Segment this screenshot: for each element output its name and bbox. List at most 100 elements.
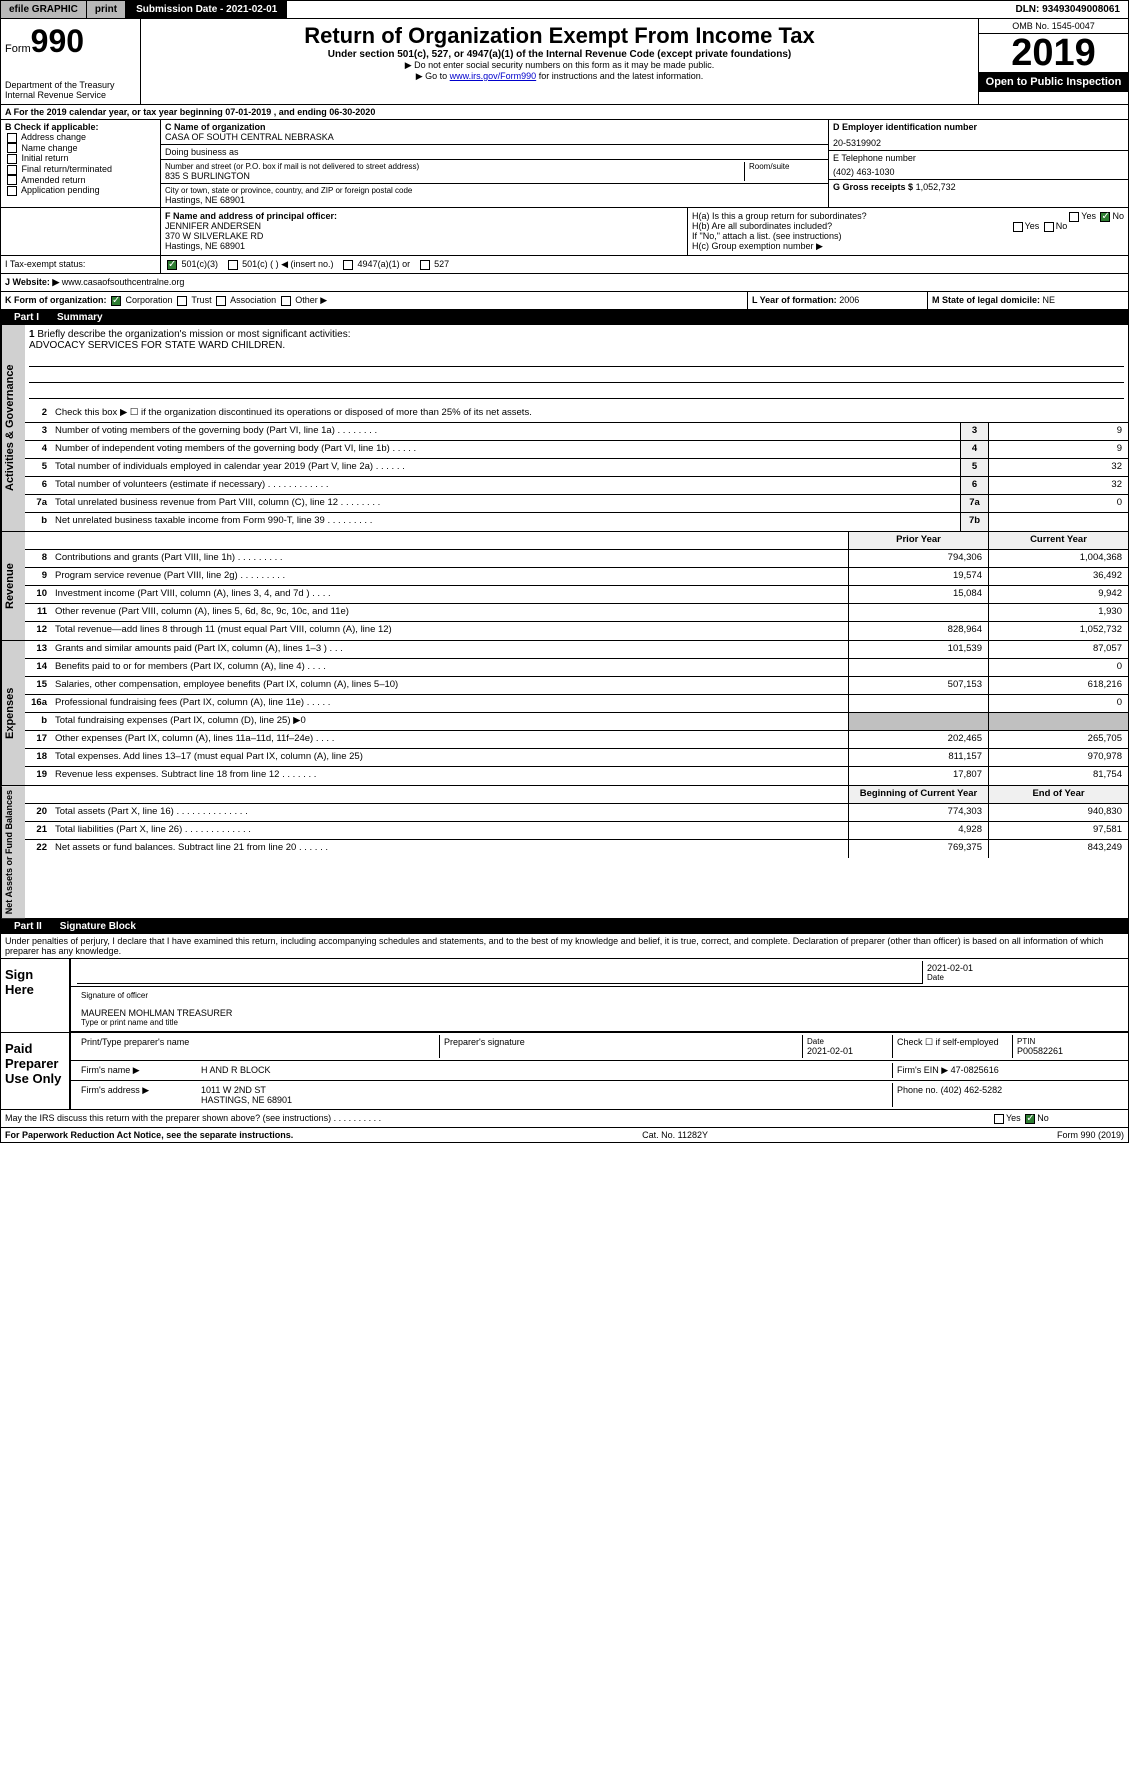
chk-final[interactable]: Final return/terminated: [5, 164, 156, 175]
side-rev: Revenue: [1, 532, 25, 640]
part2-label: Part II: [6, 921, 50, 932]
city-label: City or town, state or province, country…: [165, 186, 824, 195]
chk-501c[interactable]: [228, 260, 238, 270]
part1-header: Part I Summary: [0, 310, 1129, 325]
tax-year: 2019: [979, 34, 1128, 72]
check-self[interactable]: Check ☐ if self-employed: [892, 1035, 1012, 1058]
table-row: 16aProfessional fundraising fees (Part I…: [25, 695, 1128, 713]
ha-no[interactable]: No: [1112, 211, 1124, 221]
form-990-label: Form990: [5, 23, 136, 60]
submission-date: Submission Date - 2021-02-01: [126, 1, 287, 18]
chk-amended[interactable]: Amended return: [5, 175, 156, 186]
firm-name-label: Firm's name ▶: [77, 1063, 197, 1078]
chk-corp[interactable]: [111, 296, 121, 306]
addr-value: 835 S BURLINGTON: [165, 171, 744, 181]
hb-no[interactable]: No: [1056, 221, 1068, 231]
dba-label: Doing business as: [165, 147, 824, 157]
chk-4947[interactable]: [343, 260, 353, 270]
website-value: www.casaofsouthcentralne.org: [62, 277, 185, 287]
print-button[interactable]: print: [87, 1, 126, 18]
section-f-h: F Name and address of principal officer:…: [0, 208, 1129, 256]
chk-initial[interactable]: Initial return: [5, 153, 156, 164]
year-formation-value: 2006: [839, 295, 859, 305]
table-row: 12Total revenue—add lines 8 through 11 (…: [25, 622, 1128, 640]
officer-addr2: Hastings, NE 68901: [165, 241, 683, 251]
firm-ein: 47-0825616: [951, 1065, 999, 1075]
mission-label: Briefly describe the organization's miss…: [37, 329, 350, 340]
room-label: Room/suite: [749, 162, 824, 171]
discuss-text: May the IRS discuss this return with the…: [1, 1110, 988, 1127]
prep-name-label: Print/Type preparer's name: [77, 1035, 439, 1058]
section-d-e-g: D Employer identification number 20-5319…: [828, 120, 1128, 207]
hc-row: H(c) Group exemption number ▶: [692, 241, 1124, 252]
city-value: Hastings, NE 68901: [165, 195, 824, 205]
section-a: A For the 2019 calendar year, or tax yea…: [0, 105, 1129, 120]
chk-other[interactable]: [281, 296, 291, 306]
table-row: bNet unrelated business taxable income f…: [25, 513, 1128, 531]
paperwork-notice: For Paperwork Reduction Act Notice, see …: [5, 1130, 293, 1140]
chk-501c3[interactable]: [167, 260, 177, 270]
officer-sig-name: MAUREEN MOHLMAN TREASURER: [81, 1008, 1118, 1018]
chk-pending[interactable]: Application pending: [5, 185, 156, 196]
section-b-title: B Check if applicable:: [5, 122, 156, 132]
form-subtitle: Under section 501(c), 527, or 4947(a)(1)…: [145, 49, 974, 60]
ein-value: 20-5319902: [833, 138, 1124, 148]
table-row: 5Total number of individuals employed in…: [25, 459, 1128, 477]
table-row: 22Net assets or fund balances. Subtract …: [25, 840, 1128, 858]
firm-addr1: 1011 W 2ND ST: [201, 1085, 888, 1095]
net-assets-section: Net Assets or Fund Balances Beginning of…: [0, 786, 1129, 919]
form-org-label: K Form of organization:: [5, 295, 107, 305]
ein-label: D Employer identification number: [833, 122, 1124, 132]
expenses-section: Expenses 13Grants and similar amounts pa…: [0, 641, 1129, 786]
officer-label: F Name and address of principal officer:: [165, 211, 683, 221]
table-row: bTotal fundraising expenses (Part IX, co…: [25, 713, 1128, 731]
chk-assoc[interactable]: [216, 296, 226, 306]
chk-trust[interactable]: [177, 296, 187, 306]
ha-yes[interactable]: Yes: [1081, 211, 1096, 221]
tax-exempt-label: I Tax-exempt status:: [1, 256, 161, 273]
irs-label: Internal Revenue Service: [5, 90, 136, 100]
firm-name: H AND R BLOCK: [197, 1063, 892, 1078]
ptin-value: P00582261: [1017, 1046, 1118, 1056]
form-footer: Form 990 (2019): [1057, 1130, 1124, 1140]
dln: DLN: 93493049008061: [1007, 1, 1128, 18]
hb-note: If "No," attach a list. (see instruction…: [692, 231, 1124, 241]
table-row: 3Number of voting members of the governi…: [25, 423, 1128, 441]
col-prior: Prior Year: [848, 532, 988, 549]
note2-pre: ▶ Go to: [416, 71, 450, 81]
mission-value: ADVOCACY SERVICES FOR STATE WARD CHILDRE…: [29, 340, 1124, 351]
org-name-value: CASA OF SOUTH CENTRAL NEBRASKA: [165, 132, 824, 142]
efile-button[interactable]: efile GRAPHIC: [1, 1, 87, 18]
open-public-badge: Open to Public Inspection: [979, 72, 1128, 92]
table-row: 21Total liabilities (Part X, line 26) . …: [25, 822, 1128, 840]
gross-label: G Gross receipts $: [833, 182, 913, 192]
section-b: B Check if applicable: Address change Na…: [1, 120, 161, 207]
top-bar: efile GRAPHIC print Submission Date - 20…: [0, 0, 1129, 19]
firm-addr2: HASTINGS, NE 68901: [201, 1095, 888, 1105]
table-row: 7aTotal unrelated business revenue from …: [25, 495, 1128, 513]
chk-address[interactable]: Address change: [5, 132, 156, 143]
section-klm: K Form of organization: Corporation Trus…: [0, 292, 1129, 310]
sig-officer-label: Signature of officer: [81, 991, 1118, 1000]
phone-value: (402) 463-1030: [833, 167, 1124, 177]
prep-date: 2021-02-01: [807, 1046, 888, 1056]
irs-link[interactable]: www.irs.gov/Form990: [450, 71, 537, 81]
firm-addr-label: Firm's address ▶: [77, 1083, 197, 1107]
hb-yes[interactable]: Yes: [1025, 221, 1040, 231]
discuss-row: May the IRS discuss this return with the…: [0, 1110, 1129, 1128]
year-formation-label: L Year of formation:: [752, 295, 837, 305]
side-net: Net Assets or Fund Balances: [1, 786, 25, 918]
sign-here-block: Sign Here 2021-02-01Date Signature of of…: [0, 959, 1129, 1033]
table-row: 11Other revenue (Part VIII, column (A), …: [25, 604, 1128, 622]
discuss-yes[interactable]: [994, 1114, 1004, 1124]
chk-527[interactable]: [420, 260, 430, 270]
phone-label: E Telephone number: [833, 153, 1124, 163]
org-name-label: C Name of organization: [165, 122, 824, 132]
table-row: 6Total number of volunteers (estimate if…: [25, 477, 1128, 495]
chk-name[interactable]: Name change: [5, 143, 156, 154]
website-label: J Website: ▶: [5, 277, 59, 287]
discuss-no[interactable]: [1025, 1114, 1035, 1124]
col-begin: Beginning of Current Year: [848, 786, 988, 803]
officer-addr1: 370 W SILVERLAKE RD: [165, 231, 683, 241]
table-row: 9Program service revenue (Part VIII, lin…: [25, 568, 1128, 586]
